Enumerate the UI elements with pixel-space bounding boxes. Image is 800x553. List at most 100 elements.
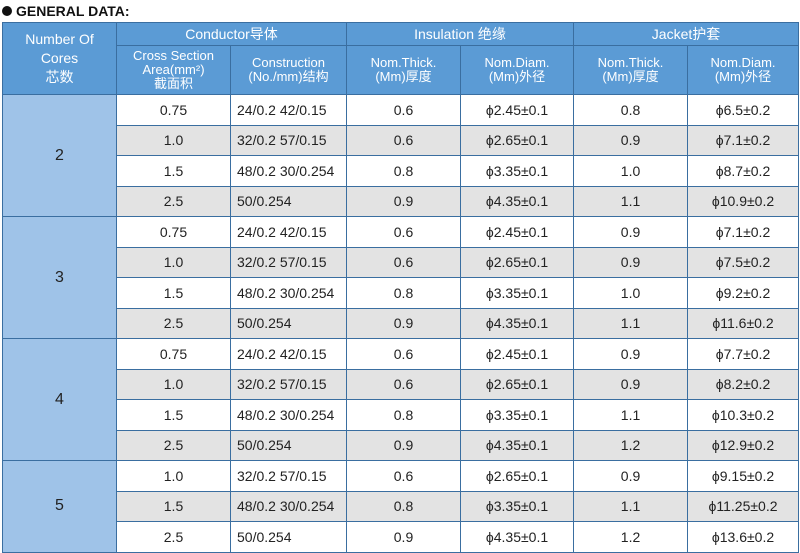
area-cell: 0.75 xyxy=(116,338,231,370)
ins-diam-cell: ϕ3.35±0.1 xyxy=(459,490,575,522)
header-insulation-thickness: Nom.Thick. (Mm)厚度 xyxy=(346,45,461,95)
ins-thick-cell: 0.6 xyxy=(346,368,461,400)
area-cell: 0.75 xyxy=(116,94,231,126)
header-construction: Construction (No./mm)结构 xyxy=(230,45,347,95)
construction-cell: 48/0.2 30/0.254 xyxy=(230,490,347,522)
jac-thick-cell: 1.1 xyxy=(573,307,689,339)
table-row: 2.5 50/0.254 0.9 ϕ4.35±0.1 1.2 ϕ12.9±0.2 xyxy=(3,429,800,461)
table-row: 2.5 50/0.254 0.9 ϕ4.35±0.1 1.1 ϕ11.6±0.2 xyxy=(3,307,800,339)
jac-thick-cell: 0.9 xyxy=(573,246,689,278)
jac-diam-cell: ϕ7.1±0.2 xyxy=(687,124,800,156)
ins-diam-cell: ϕ2.45±0.1 xyxy=(459,338,575,370)
area-cell: 2.5 xyxy=(116,521,231,553)
area-cell: 1.5 xyxy=(116,399,231,431)
table-row: 1.0 32/0.2 57/0.15 0.6 ϕ2.65±0.1 0.9 ϕ7.… xyxy=(3,246,800,278)
header-number-of-cores: Number Of Cores 芯数 xyxy=(2,22,117,95)
ins-thick-cell: 0.6 xyxy=(346,338,461,370)
jac-diam-cell: ϕ10.3±0.2 xyxy=(687,399,800,431)
construction-cell: 24/0.2 42/0.15 xyxy=(230,94,347,126)
jac-diam-cell: ϕ13.6±0.2 xyxy=(687,521,800,553)
area-cell: 1.0 xyxy=(116,368,231,400)
header-conductor: Conductor导体 xyxy=(116,22,347,46)
jac-diam-cell: ϕ8.2±0.2 xyxy=(687,368,800,400)
ins-diam-cell: ϕ3.35±0.1 xyxy=(459,399,575,431)
area-cell: 1.5 xyxy=(116,277,231,309)
jac-diam-cell: ϕ12.9±0.2 xyxy=(687,429,800,461)
ins-diam-cell: ϕ3.35±0.1 xyxy=(459,155,575,187)
area-cell: 1.0 xyxy=(116,246,231,278)
construction-cell: 24/0.2 42/0.15 xyxy=(230,338,347,370)
ins-thick-cell: 0.9 xyxy=(346,185,461,217)
ins-thick-cell: 0.9 xyxy=(346,307,461,339)
construction-cell: 48/0.2 30/0.254 xyxy=(230,155,347,187)
jac-diam-cell: ϕ10.9±0.2 xyxy=(687,185,800,217)
area-cell: 2.5 xyxy=(116,429,231,461)
jac-diam-cell: ϕ7.7±0.2 xyxy=(687,338,800,370)
ins-diam-cell: ϕ2.45±0.1 xyxy=(459,216,575,248)
cores-cell: 2 xyxy=(2,94,117,217)
ins-diam-cell: ϕ4.35±0.1 xyxy=(459,429,575,461)
ins-diam-cell: ϕ2.65±0.1 xyxy=(459,124,575,156)
table-row: 2 0.75 24/0.2 42/0.15 0.6 ϕ2.45±0.1 0.8 … xyxy=(2,94,800,217)
area-cell: 2.5 xyxy=(116,185,231,217)
general-data-table: Number Of Cores 芯数 Conductor导体 Insulatio… xyxy=(2,22,800,553)
jac-diam-cell: ϕ9.15±0.2 xyxy=(687,460,800,492)
construction-cell: 48/0.2 30/0.254 xyxy=(230,399,347,431)
jac-diam-cell: ϕ7.5±0.2 xyxy=(687,246,800,278)
jac-thick-cell: 0.9 xyxy=(573,368,689,400)
jac-thick-cell: 0.9 xyxy=(573,338,689,370)
construction-cell: 24/0.2 42/0.15 xyxy=(230,216,347,248)
table-row: 4 0.75 24/0.2 42/0.15 0.6 ϕ2.45±0.1 0.9 … xyxy=(2,338,800,461)
area-cell: 1.5 xyxy=(116,490,231,522)
area-cell: 0.75 xyxy=(116,216,231,248)
header-jacket-diameter: Nom.Diam. (Mm)外径 xyxy=(687,45,800,95)
jac-thick-cell: 0.8 xyxy=(573,94,689,126)
jac-thick-cell: 0.9 xyxy=(573,216,689,248)
jac-thick-cell: 1.2 xyxy=(573,521,689,553)
table-row: 1.0 32/0.2 57/0.15 0.6 ϕ2.65±0.1 0.9 ϕ8.… xyxy=(3,368,800,400)
ins-thick-cell: 0.6 xyxy=(346,94,461,126)
cores-cell: 3 xyxy=(2,216,117,339)
section-title: GENERAL DATA: xyxy=(2,0,130,22)
jac-thick-cell: 1.1 xyxy=(573,490,689,522)
construction-cell: 48/0.2 30/0.254 xyxy=(230,277,347,309)
ins-diam-cell: ϕ2.65±0.1 xyxy=(459,246,575,278)
construction-cell: 32/0.2 57/0.15 xyxy=(230,124,347,156)
table-row: 3 0.75 24/0.2 42/0.15 0.6 ϕ2.45±0.1 0.9 … xyxy=(2,216,800,339)
ins-thick-cell: 0.8 xyxy=(346,155,461,187)
ins-thick-cell: 0.6 xyxy=(346,216,461,248)
table-row: 1.5 48/0.2 30/0.254 0.8 ϕ3.35±0.1 1.1 ϕ1… xyxy=(3,490,800,522)
bullet-icon xyxy=(2,6,12,16)
construction-cell: 50/0.254 xyxy=(230,307,347,339)
jac-thick-cell: 1.0 xyxy=(573,277,689,309)
ins-diam-cell: ϕ2.65±0.1 xyxy=(459,460,575,492)
ins-thick-cell: 0.6 xyxy=(346,460,461,492)
header-insulation-diameter: Nom.Diam. (Mm)外径 xyxy=(459,45,575,95)
jac-thick-cell: 1.0 xyxy=(573,155,689,187)
table-row: 1.5 48/0.2 30/0.254 0.8 ϕ3.35±0.1 1.1 ϕ1… xyxy=(3,399,800,431)
ins-diam-cell: ϕ4.35±0.1 xyxy=(459,307,575,339)
ins-thick-cell: 0.6 xyxy=(346,124,461,156)
jac-diam-cell: ϕ7.1±0.2 xyxy=(687,216,800,248)
construction-cell: 32/0.2 57/0.15 xyxy=(230,368,347,400)
construction-cell: 50/0.254 xyxy=(230,521,347,553)
header-cross-section: Cross Section Area(mm²) 截面积 xyxy=(116,45,231,95)
ins-thick-cell: 0.6 xyxy=(346,246,461,278)
jac-diam-cell: ϕ11.6±0.2 xyxy=(687,307,800,339)
ins-thick-cell: 0.8 xyxy=(346,399,461,431)
ins-thick-cell: 0.9 xyxy=(346,429,461,461)
table-row: 1.5 48/0.2 30/0.254 0.8 ϕ3.35±0.1 1.0 ϕ8… xyxy=(3,155,800,187)
jac-thick-cell: 1.2 xyxy=(573,429,689,461)
construction-cell: 50/0.254 xyxy=(230,429,347,461)
ins-diam-cell: ϕ2.65±0.1 xyxy=(459,368,575,400)
section-title-text: GENERAL DATA: xyxy=(16,3,130,19)
header-jacket-thickness: Nom.Thick. (Mm)厚度 xyxy=(573,45,689,95)
header-jacket: Jacket护套 xyxy=(573,22,800,46)
ins-diam-cell: ϕ2.45±0.1 xyxy=(459,94,575,126)
jac-diam-cell: ϕ6.5±0.2 xyxy=(687,94,800,126)
jac-thick-cell: 0.9 xyxy=(573,124,689,156)
area-cell: 1.0 xyxy=(116,460,231,492)
cores-cell: 4 xyxy=(2,338,117,461)
ins-diam-cell: ϕ4.35±0.1 xyxy=(459,521,575,553)
table-row: 5 1.0 32/0.2 57/0.15 0.6 ϕ2.65±0.1 0.9 ϕ… xyxy=(2,460,800,553)
